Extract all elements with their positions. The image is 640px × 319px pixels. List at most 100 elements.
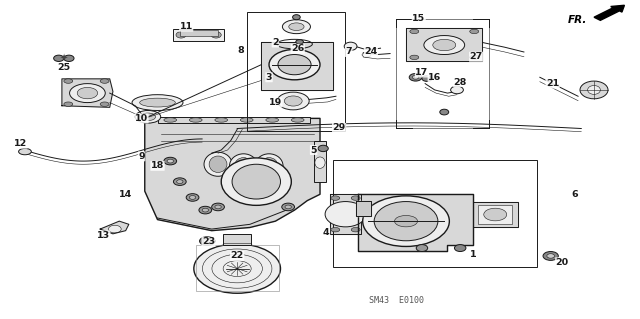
Ellipse shape <box>331 196 340 200</box>
Text: SM43  E0100: SM43 E0100 <box>369 296 424 305</box>
Text: 12: 12 <box>14 139 27 148</box>
Bar <box>478 205 513 224</box>
Ellipse shape <box>132 95 183 110</box>
Text: 22: 22 <box>230 251 244 260</box>
Ellipse shape <box>108 225 121 233</box>
Ellipse shape <box>176 32 186 38</box>
Text: 17: 17 <box>415 68 429 77</box>
Text: 6: 6 <box>572 190 578 199</box>
Ellipse shape <box>580 81 608 99</box>
Text: 21: 21 <box>546 79 559 88</box>
Text: 13: 13 <box>97 231 110 240</box>
Bar <box>173 29 225 41</box>
Polygon shape <box>145 118 320 231</box>
Bar <box>180 30 218 35</box>
Ellipse shape <box>199 206 212 214</box>
Bar <box>223 234 251 245</box>
Ellipse shape <box>424 35 465 55</box>
Ellipse shape <box>409 73 422 81</box>
Bar <box>246 12 346 131</box>
Ellipse shape <box>241 118 253 122</box>
Text: 8: 8 <box>237 46 244 55</box>
Ellipse shape <box>416 245 428 251</box>
Text: ✦: ✦ <box>60 53 68 63</box>
Text: 1: 1 <box>470 250 476 259</box>
Ellipse shape <box>230 154 257 178</box>
Ellipse shape <box>54 55 64 62</box>
Ellipse shape <box>167 159 173 163</box>
Bar <box>396 19 489 128</box>
Text: 16: 16 <box>428 73 442 82</box>
Ellipse shape <box>588 85 600 94</box>
Ellipse shape <box>284 96 302 106</box>
Text: 19: 19 <box>269 98 282 107</box>
Text: 3: 3 <box>266 73 272 82</box>
Ellipse shape <box>451 86 463 94</box>
Ellipse shape <box>70 84 105 103</box>
Polygon shape <box>100 221 129 234</box>
Ellipse shape <box>212 203 225 211</box>
Ellipse shape <box>454 245 466 251</box>
Ellipse shape <box>19 148 31 155</box>
Ellipse shape <box>325 202 366 227</box>
Ellipse shape <box>282 203 294 211</box>
Ellipse shape <box>440 109 449 115</box>
Text: 14: 14 <box>119 190 132 199</box>
Ellipse shape <box>277 92 309 110</box>
Ellipse shape <box>351 196 360 200</box>
Ellipse shape <box>211 32 221 38</box>
Text: 26: 26 <box>291 44 305 53</box>
Ellipse shape <box>285 205 291 209</box>
Ellipse shape <box>412 75 419 79</box>
Polygon shape <box>406 28 483 62</box>
Ellipse shape <box>484 208 507 221</box>
Ellipse shape <box>422 76 432 81</box>
Ellipse shape <box>292 15 300 20</box>
Ellipse shape <box>135 110 161 123</box>
Ellipse shape <box>363 196 449 247</box>
Text: 18: 18 <box>151 161 164 170</box>
Ellipse shape <box>266 118 278 122</box>
Ellipse shape <box>269 49 320 80</box>
Ellipse shape <box>291 118 304 122</box>
Ellipse shape <box>543 251 558 260</box>
Text: 11: 11 <box>180 22 193 31</box>
Text: 4: 4 <box>323 228 330 237</box>
Ellipse shape <box>374 202 438 241</box>
Text: 20: 20 <box>556 258 569 267</box>
Text: 9: 9 <box>138 152 145 161</box>
Bar <box>314 141 326 182</box>
Ellipse shape <box>282 20 310 33</box>
Ellipse shape <box>344 42 357 50</box>
Ellipse shape <box>260 158 278 174</box>
Ellipse shape <box>202 208 209 212</box>
Polygon shape <box>356 201 371 216</box>
Ellipse shape <box>470 55 479 60</box>
Ellipse shape <box>547 254 554 258</box>
Ellipse shape <box>64 55 74 62</box>
Polygon shape <box>358 194 473 251</box>
Ellipse shape <box>410 29 419 33</box>
Ellipse shape <box>357 202 370 215</box>
Ellipse shape <box>186 194 199 201</box>
Ellipse shape <box>189 196 196 199</box>
Ellipse shape <box>296 40 303 44</box>
Ellipse shape <box>209 156 227 173</box>
Ellipse shape <box>315 157 325 168</box>
Bar <box>196 245 278 291</box>
Ellipse shape <box>204 152 232 176</box>
Ellipse shape <box>410 55 419 60</box>
Ellipse shape <box>255 154 283 178</box>
Text: 24: 24 <box>364 48 378 56</box>
Ellipse shape <box>77 87 98 99</box>
Ellipse shape <box>394 215 417 227</box>
Polygon shape <box>330 194 362 234</box>
Polygon shape <box>261 42 333 90</box>
Ellipse shape <box>64 79 73 83</box>
Ellipse shape <box>204 239 211 243</box>
Ellipse shape <box>189 118 202 122</box>
Ellipse shape <box>351 227 360 232</box>
Ellipse shape <box>173 178 186 185</box>
Ellipse shape <box>164 118 177 122</box>
Ellipse shape <box>362 53 371 57</box>
